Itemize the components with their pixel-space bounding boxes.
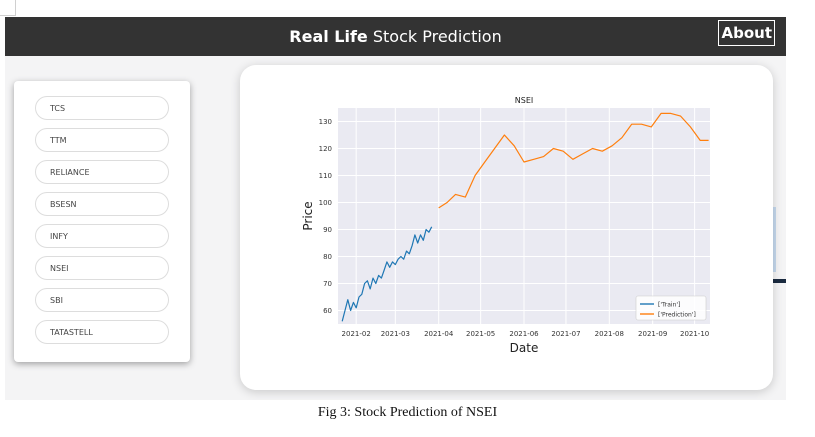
stock-button-bsesn[interactable]: BSESN bbox=[35, 192, 169, 216]
x-tick-label: 2021-07 bbox=[551, 330, 580, 338]
prediction-card: 60 70 80 90 100 110 120 130 2021-02 2021-03 2021-0… bbox=[240, 65, 773, 390]
stock-chart: 60 70 80 90 100 110 120 130 2021-02 2021-03 2021-0… bbox=[301, 96, 710, 355]
top-navbar: Real Life Stock Prediction About bbox=[5, 17, 786, 56]
x-tick-label: 2021-08 bbox=[595, 330, 624, 338]
stock-button-tatastell[interactable]: TATASTELL bbox=[35, 320, 169, 344]
brand-title: Real Life Stock Prediction bbox=[5, 27, 786, 46]
y-axis-label: Price bbox=[301, 201, 315, 230]
window-corner bbox=[0, 0, 16, 16]
stock-button-ttm[interactable]: TTM bbox=[35, 128, 169, 152]
figure-caption: Fig 3: Stock Prediction of NSEI bbox=[317, 405, 498, 420]
stock-button-infy[interactable]: INFY bbox=[35, 224, 169, 248]
app-canvas: Real Life Stock Prediction About TCS TTM… bbox=[5, 17, 786, 400]
stock-button-nsei[interactable]: NSEI bbox=[35, 256, 169, 280]
chart-legend: ['Train'] ['Prediction'] bbox=[635, 295, 707, 321]
series-lines bbox=[341, 112, 709, 322]
x-tick-label: 2021-10 bbox=[680, 330, 709, 338]
train-series-line bbox=[341, 226, 433, 322]
stock-button-tcs[interactable]: TCS bbox=[35, 96, 169, 120]
stock-button-sbi[interactable]: SBI bbox=[35, 288, 169, 312]
brand-rest: Stock Prediction bbox=[367, 27, 502, 46]
y-tick-label: 90 bbox=[323, 226, 332, 234]
stock-button-reliance[interactable]: RELIANCE bbox=[35, 160, 169, 184]
y-tick-label: 70 bbox=[323, 280, 332, 288]
x-tick-label: 2021-04 bbox=[424, 330, 454, 338]
brand-bold: Real Life bbox=[289, 27, 368, 46]
about-button[interactable]: About bbox=[718, 20, 775, 46]
tick-labels: 60 70 80 90 100 110 120 130 2021-02 2021-03 2021-0… bbox=[319, 118, 710, 338]
legend-label: ['Train'] bbox=[658, 301, 680, 308]
x-tick-label: 2021-03 bbox=[381, 330, 410, 338]
x-tick-label: 2021-05 bbox=[466, 330, 495, 338]
x-tick-label: 2021-06 bbox=[509, 330, 539, 338]
legend-label: ['Prediction'] bbox=[658, 311, 696, 318]
grid-lines bbox=[338, 108, 710, 324]
y-tick-label: 120 bbox=[319, 145, 332, 153]
x-tick-label: 2021-02 bbox=[342, 330, 371, 338]
y-tick-label: 80 bbox=[323, 253, 332, 261]
prediction-series-line bbox=[438, 112, 709, 209]
y-tick-label: 100 bbox=[319, 199, 332, 207]
x-axis-label: Date bbox=[510, 341, 539, 355]
stock-list-panel: TCS TTM RELIANCE BSESN INFY NSEI SBI TAT… bbox=[14, 81, 190, 362]
y-tick-label: 130 bbox=[319, 118, 332, 126]
chart-title: NSEI bbox=[515, 96, 533, 105]
x-tick-label: 2021-09 bbox=[638, 330, 667, 338]
y-tick-label: 110 bbox=[319, 172, 332, 180]
y-tick-label: 60 bbox=[323, 307, 332, 315]
